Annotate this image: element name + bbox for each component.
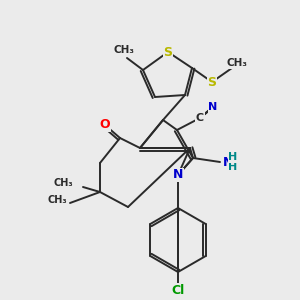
Text: Cl: Cl [171, 284, 184, 296]
Text: H: H [228, 152, 238, 162]
Text: CH₃: CH₃ [226, 58, 248, 68]
Text: CH₃: CH₃ [47, 195, 67, 205]
Text: S: S [208, 76, 217, 88]
Text: N: N [208, 102, 217, 112]
Text: CH₃: CH₃ [113, 45, 134, 55]
Text: N: N [173, 169, 183, 182]
Text: CH₃: CH₃ [53, 178, 73, 188]
Text: O: O [100, 118, 110, 131]
Text: N: N [223, 155, 233, 169]
Text: C: C [196, 113, 204, 123]
Text: H: H [228, 162, 238, 172]
Text: S: S [164, 46, 172, 59]
